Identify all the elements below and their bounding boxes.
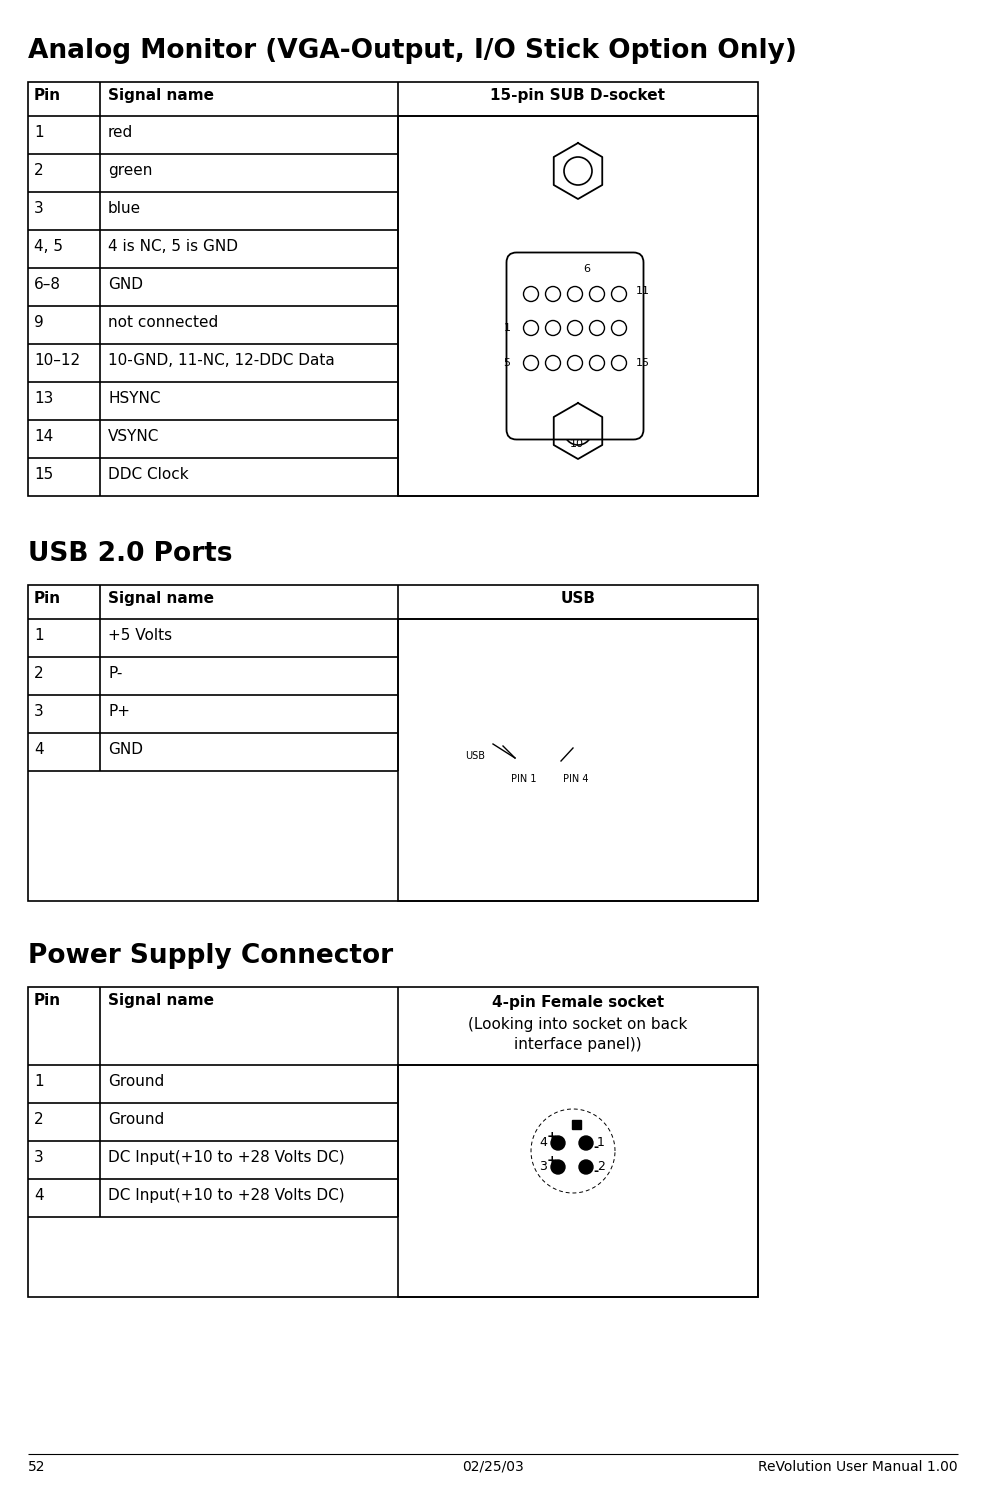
- Circle shape: [551, 1135, 565, 1150]
- Text: 4 is NC, 5 is GND: 4 is NC, 5 is GND: [108, 239, 238, 254]
- Bar: [398, 117, 758, 497]
- Text: 6: 6: [583, 263, 590, 274]
- Text: PIN 4: PIN 4: [563, 773, 589, 784]
- Text: 15-pin SUB D-socket: 15-pin SUB D-socket: [490, 88, 666, 103]
- Text: blue: blue: [108, 200, 141, 215]
- Text: Ground: Ground: [108, 1112, 165, 1126]
- Text: 02/25/03: 02/25/03: [462, 1460, 524, 1474]
- Text: GND: GND: [108, 277, 143, 292]
- Text: 2: 2: [597, 1161, 604, 1173]
- Text: -: -: [593, 1140, 599, 1153]
- Text: P-: P-: [108, 666, 122, 681]
- Text: PIN 1: PIN 1: [511, 773, 536, 784]
- Text: Power Supply Connector: Power Supply Connector: [28, 942, 393, 969]
- Text: 13: 13: [34, 390, 53, 405]
- Circle shape: [579, 1135, 593, 1150]
- Text: not connected: not connected: [108, 316, 218, 331]
- Text: Pin: Pin: [34, 88, 61, 103]
- Text: green: green: [108, 163, 153, 178]
- Text: 3: 3: [34, 200, 43, 215]
- Text: 4: 4: [539, 1137, 547, 1149]
- Text: Analog Monitor (VGA-Output, I/O Stick Option Only): Analog Monitor (VGA-Output, I/O Stick Op…: [28, 37, 797, 64]
- Text: 11: 11: [636, 286, 650, 296]
- Text: red: red: [108, 126, 133, 141]
- Text: ReVolution User Manual 1.00: ReVolution User Manual 1.00: [758, 1460, 958, 1474]
- Text: DC Input(+10 to +28 Volts DC): DC Input(+10 to +28 Volts DC): [108, 1150, 345, 1165]
- FancyBboxPatch shape: [507, 253, 644, 440]
- Text: +: +: [546, 1155, 557, 1167]
- Text: 4, 5: 4, 5: [34, 239, 63, 254]
- Circle shape: [551, 1159, 565, 1174]
- Text: 52: 52: [28, 1460, 45, 1474]
- Text: P+: P+: [108, 705, 130, 720]
- Text: USB: USB: [560, 591, 596, 606]
- Text: 10–12: 10–12: [34, 353, 80, 368]
- Text: Signal name: Signal name: [108, 591, 214, 606]
- Text: 14: 14: [34, 429, 53, 444]
- Text: Pin: Pin: [34, 591, 61, 606]
- Text: 15: 15: [636, 358, 650, 368]
- Bar: [28, 82, 758, 497]
- Text: Pin: Pin: [34, 993, 61, 1008]
- Text: 1: 1: [597, 1137, 604, 1149]
- Text: interface panel)): interface panel)): [514, 1037, 642, 1052]
- Text: 5: 5: [504, 358, 511, 368]
- Text: -: -: [593, 1164, 599, 1177]
- Text: 10-GND, 11-NC, 12-DDC Data: 10-GND, 11-NC, 12-DDC Data: [108, 353, 335, 368]
- Bar: [28, 987, 758, 1297]
- Bar: [572, 1121, 581, 1129]
- Text: 1: 1: [34, 126, 43, 141]
- Text: 2: 2: [34, 163, 43, 178]
- Text: 9: 9: [34, 316, 43, 331]
- Bar: [398, 619, 758, 901]
- Text: HSYNC: HSYNC: [108, 390, 161, 405]
- Bar: [28, 585, 758, 901]
- Text: USB: USB: [465, 751, 485, 761]
- Text: 2: 2: [34, 666, 43, 681]
- Text: VSYNC: VSYNC: [108, 429, 160, 444]
- Text: USB 2.0 Ports: USB 2.0 Ports: [28, 542, 233, 567]
- Text: 1: 1: [504, 323, 511, 334]
- Text: DC Input(+10 to +28 Volts DC): DC Input(+10 to +28 Volts DC): [108, 1188, 345, 1203]
- Text: 3: 3: [34, 1150, 43, 1165]
- Text: Signal name: Signal name: [108, 993, 214, 1008]
- Text: 10: 10: [570, 438, 584, 449]
- Text: 15: 15: [34, 467, 53, 482]
- Text: 4: 4: [34, 1188, 43, 1203]
- Text: 3: 3: [539, 1161, 547, 1173]
- Text: 3: 3: [34, 705, 43, 720]
- Text: +: +: [546, 1131, 557, 1143]
- Text: 2: 2: [34, 1112, 43, 1126]
- Text: Ground: Ground: [108, 1074, 165, 1089]
- Text: 6–8: 6–8: [34, 277, 61, 292]
- Text: 1: 1: [34, 1074, 43, 1089]
- Text: (Looking into socket on back: (Looking into socket on back: [468, 1017, 687, 1032]
- Circle shape: [579, 1159, 593, 1174]
- Text: Signal name: Signal name: [108, 88, 214, 103]
- Bar: [398, 1065, 758, 1297]
- Text: 1: 1: [34, 628, 43, 643]
- Text: GND: GND: [108, 742, 143, 757]
- Text: 4: 4: [34, 742, 43, 757]
- Text: 4-pin Female socket: 4-pin Female socket: [492, 995, 664, 1010]
- Text: DDC Clock: DDC Clock: [108, 467, 188, 482]
- Text: +5 Volts: +5 Volts: [108, 628, 173, 643]
